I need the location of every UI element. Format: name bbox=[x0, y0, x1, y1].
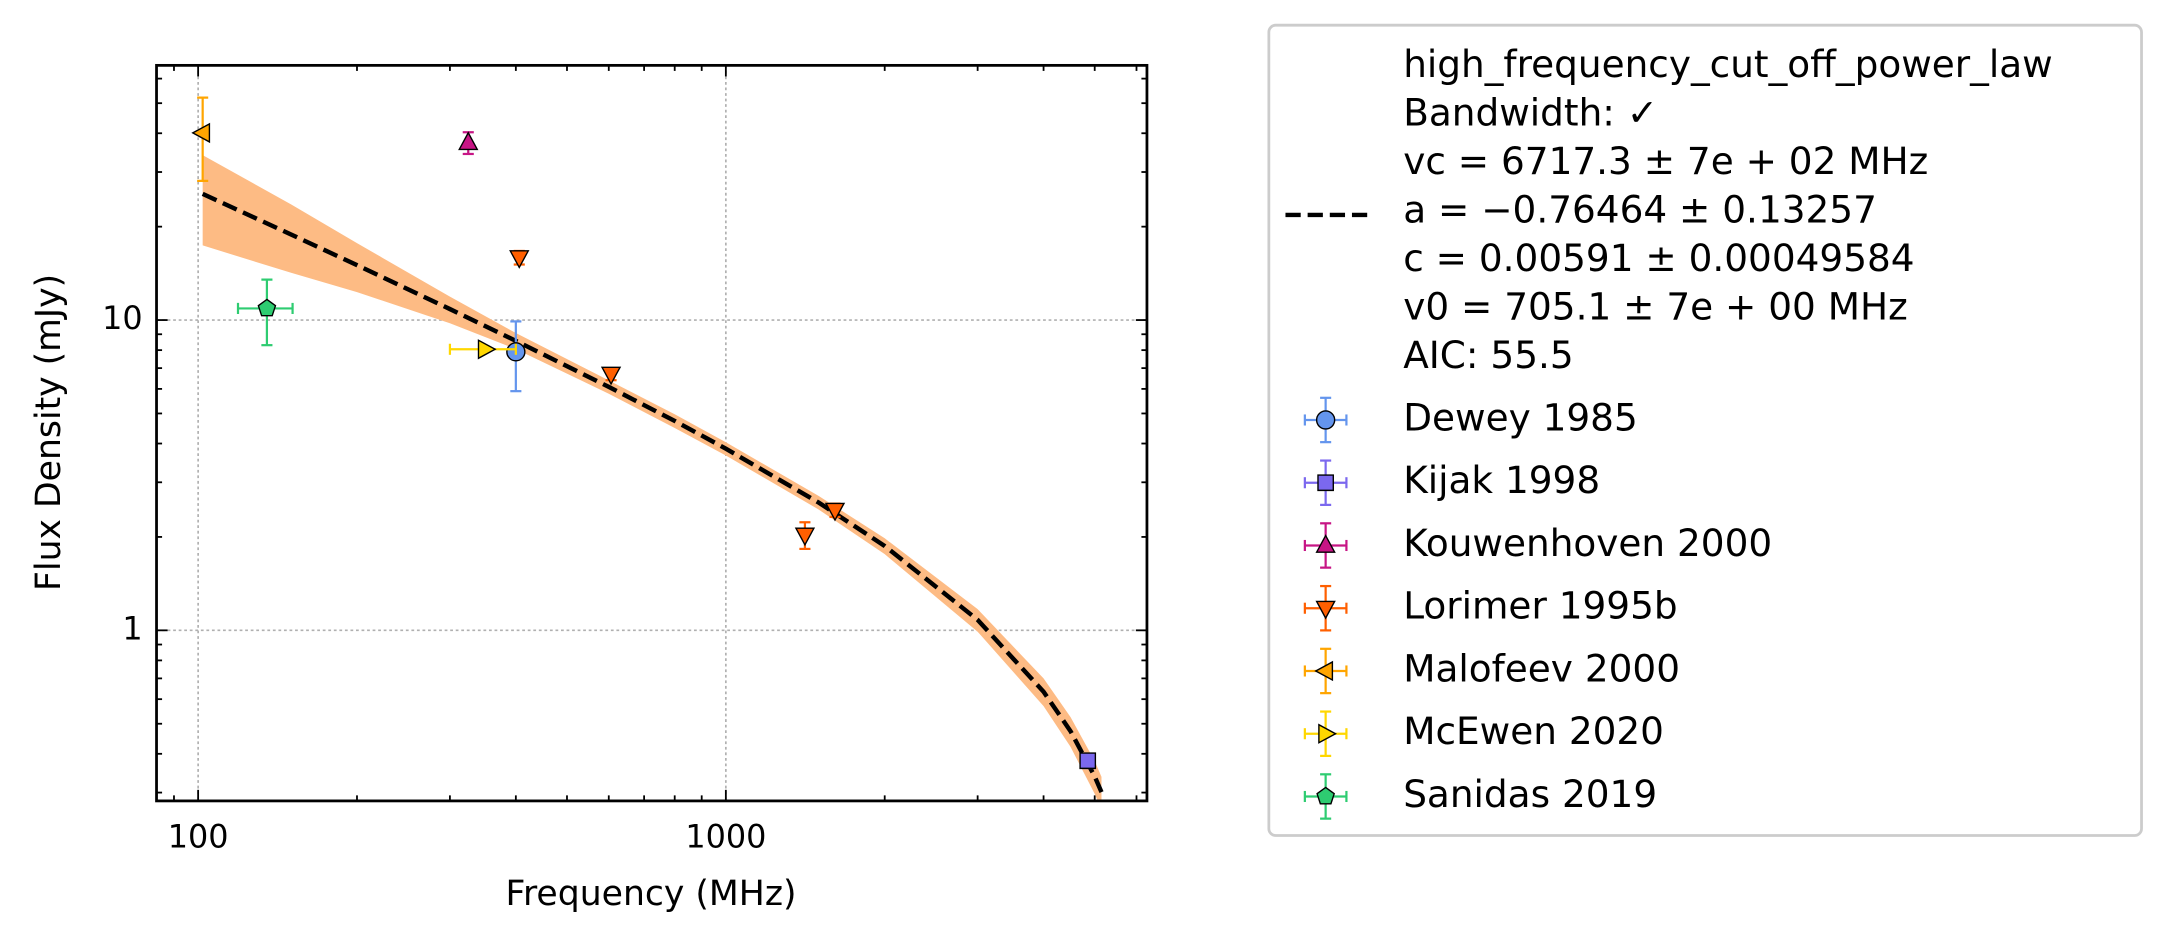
legend-fit-label: vc = 6717.3 ± 7e + 02 MHz bbox=[1403, 139, 1928, 183]
legend-label: Dewey 1985 bbox=[1403, 395, 1638, 439]
data-point bbox=[1079, 752, 1097, 770]
legend-box bbox=[1267, 23, 2143, 837]
legend-item: Dewey 1985 bbox=[1303, 395, 1638, 444]
data-point bbox=[509, 250, 530, 269]
data-point bbox=[458, 131, 479, 151]
legend-swatch-marker bbox=[1314, 660, 1334, 682]
legend-label: Sanidas 2019 bbox=[1403, 772, 1657, 816]
x-axis-label: Frequency (MHz) bbox=[506, 874, 797, 914]
plot-frame bbox=[155, 63, 1149, 803]
legend-fit-label: a = −0.76464 ± 0.13257 bbox=[1403, 188, 1877, 232]
y-tick-label: 10 bbox=[102, 299, 143, 337]
legend-item: Kijak 1998 bbox=[1303, 458, 1600, 506]
legend-item: McEwen 2020 bbox=[1303, 709, 1664, 757]
y-error-bar bbox=[197, 96, 209, 182]
legend-fit-label: c = 0.00591 ± 0.00049584 bbox=[1403, 236, 1914, 280]
y-axis-label: Flux Density (mJy) bbox=[29, 274, 69, 591]
legend-fit-label: Bandwidth: ✓ bbox=[1403, 91, 1658, 135]
legend-swatch-marker bbox=[1315, 534, 1336, 553]
fit-band bbox=[202, 155, 1102, 801]
data-point bbox=[794, 527, 816, 547]
x-tick-label: 100 bbox=[168, 817, 229, 855]
data-point bbox=[257, 298, 277, 317]
fit-line bbox=[201, 191, 1104, 794]
legend-fit-label: AIC: 55.5 bbox=[1403, 333, 1573, 377]
legend-swatch-marker bbox=[1316, 786, 1336, 805]
data-point bbox=[477, 339, 497, 360]
data-point bbox=[600, 366, 622, 386]
legend-label: Kijak 1998 bbox=[1403, 458, 1600, 502]
legend-item: Sanidas 2019 bbox=[1303, 772, 1657, 820]
data-point bbox=[824, 502, 846, 522]
legend-swatch-marker bbox=[1318, 723, 1338, 744]
data-point bbox=[191, 122, 211, 144]
legend-item: Malofeev 2000 bbox=[1303, 646, 1680, 695]
legend-fit-label: v0 = 705.1 ± 7e + 00 MHz bbox=[1403, 285, 1908, 329]
legend-label: Lorimer 1995b bbox=[1403, 584, 1677, 628]
plot-area bbox=[191, 96, 1104, 801]
legend-item: Kouwenhoven 2000 bbox=[1303, 521, 1772, 569]
legend-swatch-marker bbox=[1317, 474, 1334, 492]
legend-swatch-marker bbox=[1315, 600, 1336, 620]
legend-label: Malofeev 2000 bbox=[1403, 646, 1680, 690]
legend-item: Lorimer 1995b bbox=[1303, 584, 1678, 632]
x-tick-label: 1000 bbox=[685, 817, 766, 855]
y-tick-label: 1 bbox=[122, 609, 142, 647]
legend-label: Kouwenhoven 2000 bbox=[1403, 521, 1772, 565]
legend-fit-label: high_frequency_cut_off_power_law bbox=[1403, 42, 2053, 86]
legend-swatch-marker bbox=[1315, 410, 1336, 430]
legend-label: McEwen 2020 bbox=[1403, 709, 1664, 753]
